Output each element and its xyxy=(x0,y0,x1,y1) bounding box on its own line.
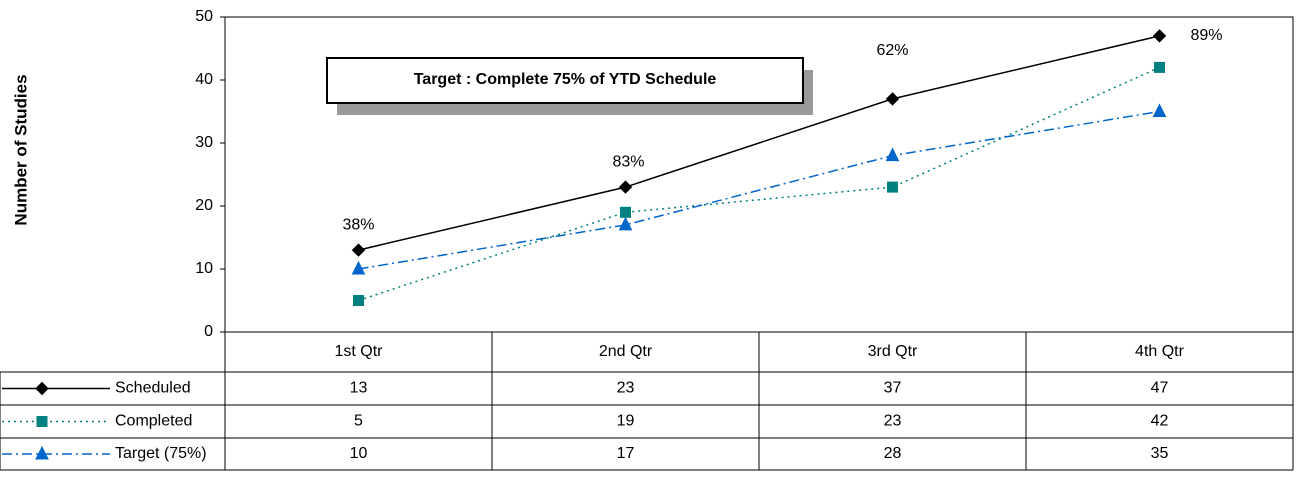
table-value: 23 xyxy=(884,413,902,430)
legend-label: Target (75%) xyxy=(115,445,207,462)
marker-diamond xyxy=(618,180,633,194)
marker-square xyxy=(353,295,364,306)
table-value: 42 xyxy=(1151,413,1169,430)
marker-square xyxy=(887,181,898,193)
table-value: 5 xyxy=(354,413,363,430)
series-line xyxy=(358,110,1160,270)
table-value: 23 xyxy=(617,380,635,397)
table-value: 47 xyxy=(1151,380,1169,397)
marker-triangle xyxy=(351,260,366,275)
x-tick-label: 2nd Qtr xyxy=(599,343,653,360)
series-line xyxy=(358,35,1160,251)
x-tick-label: 4th Qtr xyxy=(1135,343,1185,360)
annotation: 38% xyxy=(342,216,374,233)
marker-square xyxy=(620,206,631,218)
annotation: 62% xyxy=(876,42,908,59)
table-value: 37 xyxy=(884,380,902,397)
y-tick-label: 0 xyxy=(204,323,213,340)
marker-triangle xyxy=(885,147,900,162)
y-tick-label: 40 xyxy=(195,71,213,88)
x-tick-label: 1st Qtr xyxy=(334,343,383,360)
marker-diamond xyxy=(35,381,49,396)
table-value: 28 xyxy=(884,445,902,462)
table-value: 10 xyxy=(350,445,368,462)
y-axis-label: Number of Studies xyxy=(11,74,30,225)
annotation: 83% xyxy=(612,153,644,170)
marker-diamond xyxy=(351,243,366,257)
text-box-label: Target : Complete 75% of YTD Schedule xyxy=(414,71,717,88)
marker-triangle xyxy=(618,216,633,231)
y-tick-label: 20 xyxy=(195,197,213,214)
table-value: 13 xyxy=(350,380,368,397)
marker-square xyxy=(36,416,48,427)
marker-diamond xyxy=(1152,29,1167,43)
x-tick-label: 3rd Qtr xyxy=(868,343,918,360)
text-box xyxy=(326,57,804,104)
table-value: 17 xyxy=(617,445,635,462)
marker-triangle xyxy=(1152,103,1167,117)
table-value: 19 xyxy=(617,413,635,430)
marker-diamond xyxy=(885,92,900,106)
annotation: 89% xyxy=(1190,27,1222,44)
legend-label: Scheduled xyxy=(115,380,191,397)
y-tick-label: 30 xyxy=(195,134,213,151)
marker-triangle xyxy=(35,445,49,460)
y-tick-label: 50 xyxy=(195,8,213,25)
legend-label: Completed xyxy=(115,413,192,430)
marker-square xyxy=(1154,61,1165,73)
series-line xyxy=(358,66,1160,302)
table-value: 35 xyxy=(1151,445,1169,462)
y-tick-label: 10 xyxy=(195,260,213,277)
